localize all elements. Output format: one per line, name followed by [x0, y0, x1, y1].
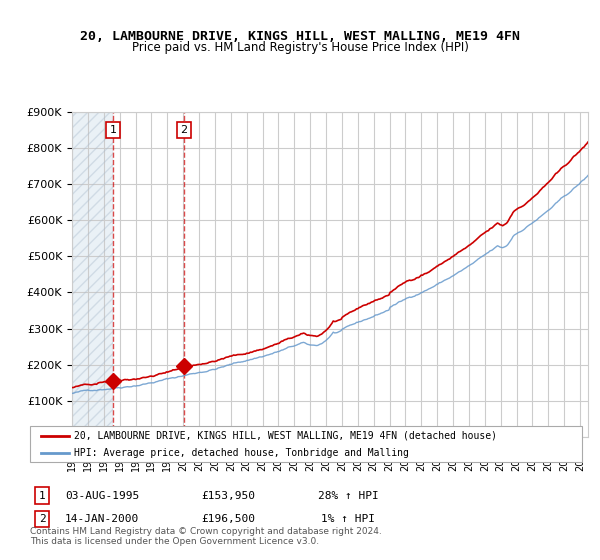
- Text: 1: 1: [109, 125, 116, 135]
- Text: 20, LAMBOURNE DRIVE, KINGS HILL, WEST MALLING, ME19 4FN: 20, LAMBOURNE DRIVE, KINGS HILL, WEST MA…: [80, 30, 520, 43]
- FancyBboxPatch shape: [30, 426, 582, 462]
- Text: 03-AUG-1995: 03-AUG-1995: [65, 491, 139, 501]
- Text: 28% ↑ HPI: 28% ↑ HPI: [317, 491, 379, 501]
- Text: Contains HM Land Registry data © Crown copyright and database right 2024.
This d: Contains HM Land Registry data © Crown c…: [30, 526, 382, 546]
- Text: HPI: Average price, detached house, Tonbridge and Malling: HPI: Average price, detached house, Tonb…: [74, 448, 409, 458]
- Text: £196,500: £196,500: [201, 514, 255, 524]
- Text: 1% ↑ HPI: 1% ↑ HPI: [321, 514, 375, 524]
- Text: £153,950: £153,950: [201, 491, 255, 501]
- Text: 2: 2: [180, 125, 187, 135]
- Text: 20, LAMBOURNE DRIVE, KINGS HILL, WEST MALLING, ME19 4FN (detached house): 20, LAMBOURNE DRIVE, KINGS HILL, WEST MA…: [74, 431, 497, 441]
- Text: 14-JAN-2000: 14-JAN-2000: [65, 514, 139, 524]
- Text: Price paid vs. HM Land Registry's House Price Index (HPI): Price paid vs. HM Land Registry's House …: [131, 41, 469, 54]
- Bar: [113, 112, 588, 437]
- Bar: [72, 112, 113, 437]
- Text: 2: 2: [38, 514, 46, 524]
- Text: 1: 1: [38, 491, 46, 501]
- Bar: [72, 112, 113, 437]
